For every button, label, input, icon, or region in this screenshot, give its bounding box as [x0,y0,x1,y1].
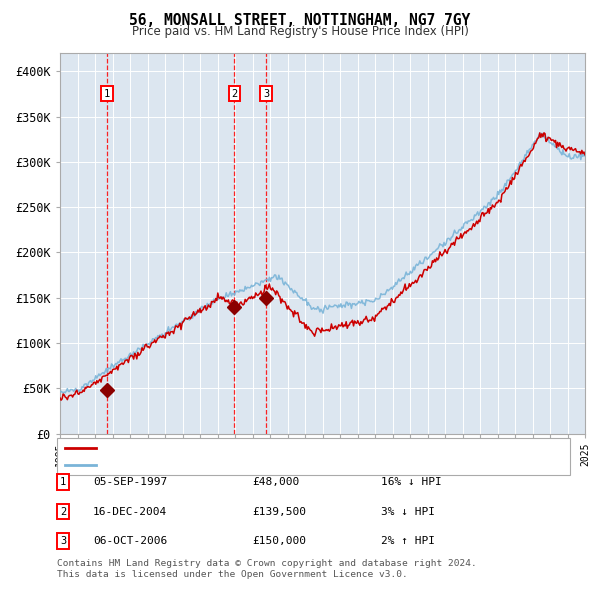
Text: HPI: Average price, detached house, City of Nottingham: HPI: Average price, detached house, City… [103,460,454,470]
Text: 2: 2 [231,89,238,99]
Text: £150,000: £150,000 [252,536,306,546]
Text: 1: 1 [104,89,110,99]
Text: Contains HM Land Registry data © Crown copyright and database right 2024.: Contains HM Land Registry data © Crown c… [57,559,477,568]
Text: 3: 3 [263,89,269,99]
Text: £139,500: £139,500 [252,507,306,516]
Text: 3: 3 [60,536,66,546]
Text: 1: 1 [60,477,66,487]
Text: 16-DEC-2004: 16-DEC-2004 [93,507,167,516]
Text: 05-SEP-1997: 05-SEP-1997 [93,477,167,487]
Text: 16% ↓ HPI: 16% ↓ HPI [381,477,442,487]
Text: 06-OCT-2006: 06-OCT-2006 [93,536,167,546]
Text: £48,000: £48,000 [252,477,299,487]
Text: 56, MONSALL STREET, NOTTINGHAM, NG7 7GY (detached house): 56, MONSALL STREET, NOTTINGHAM, NG7 7GY … [103,443,467,453]
Text: Price paid vs. HM Land Registry's House Price Index (HPI): Price paid vs. HM Land Registry's House … [131,25,469,38]
Text: 56, MONSALL STREET, NOTTINGHAM, NG7 7GY: 56, MONSALL STREET, NOTTINGHAM, NG7 7GY [130,13,470,28]
Text: 3% ↓ HPI: 3% ↓ HPI [381,507,435,516]
Text: 2% ↑ HPI: 2% ↑ HPI [381,536,435,546]
Text: 2: 2 [60,507,66,516]
Text: This data is licensed under the Open Government Licence v3.0.: This data is licensed under the Open Gov… [57,571,408,579]
